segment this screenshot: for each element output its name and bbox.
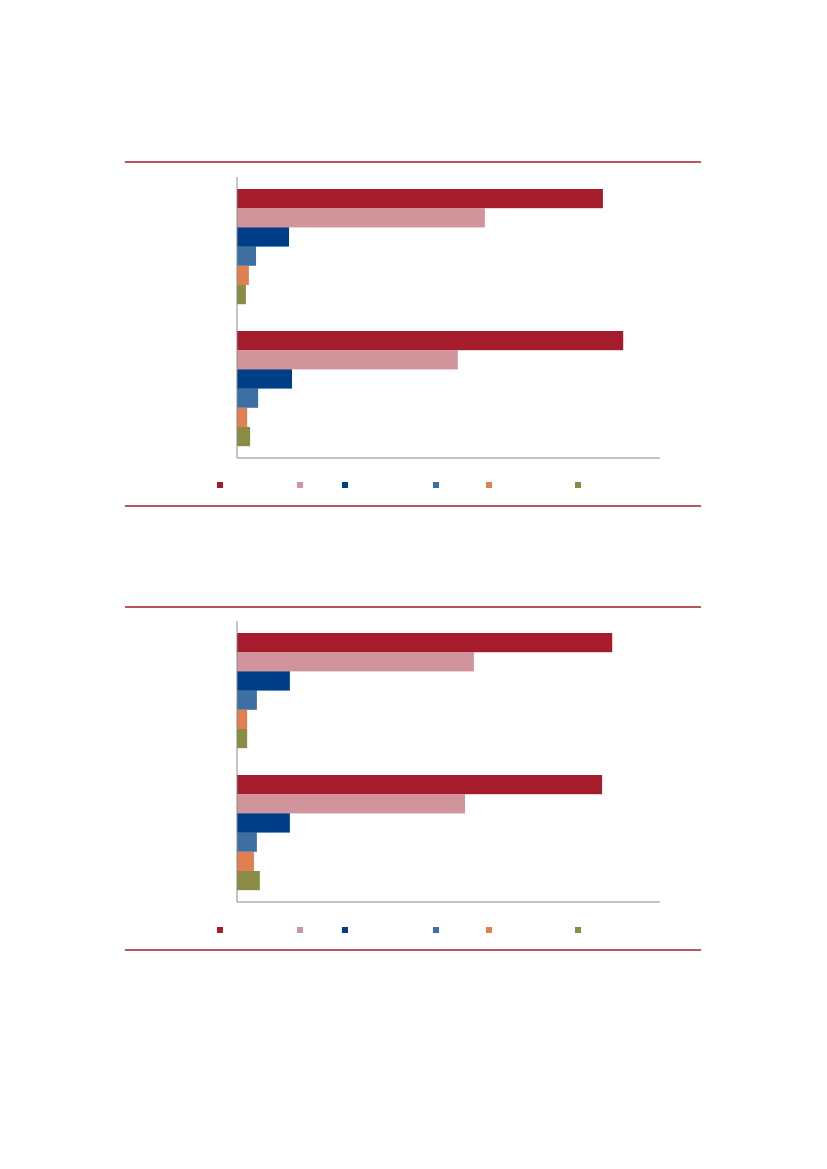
legend-marker <box>342 927 348 933</box>
bar <box>237 671 290 691</box>
bar <box>237 369 292 389</box>
bar <box>237 246 257 266</box>
bar <box>237 227 290 247</box>
bar <box>237 851 254 871</box>
bar <box>237 265 249 285</box>
bar <box>237 729 248 749</box>
bar <box>237 832 257 852</box>
bar <box>237 388 259 408</box>
bar <box>237 813 290 833</box>
bar <box>237 189 603 209</box>
bar <box>237 285 246 305</box>
bar <box>237 331 624 351</box>
legend-marker <box>217 927 223 933</box>
bar <box>237 407 248 427</box>
legend-marker <box>217 482 223 488</box>
bar <box>237 775 603 795</box>
legend-marker <box>433 927 439 933</box>
legend-marker <box>486 482 492 488</box>
bar <box>237 690 257 710</box>
bar <box>237 350 458 370</box>
legend-marker <box>486 927 492 933</box>
legend-marker <box>342 482 348 488</box>
bar <box>237 709 248 729</box>
bar <box>237 652 474 672</box>
bar <box>237 871 260 891</box>
bar <box>237 794 465 814</box>
legend-marker <box>297 482 303 488</box>
bar <box>237 633 613 653</box>
bar <box>237 427 251 447</box>
legend-marker <box>433 482 439 488</box>
legend-marker <box>575 927 581 933</box>
legend-marker <box>297 927 303 933</box>
bar <box>237 208 485 228</box>
legend-marker <box>575 482 581 488</box>
